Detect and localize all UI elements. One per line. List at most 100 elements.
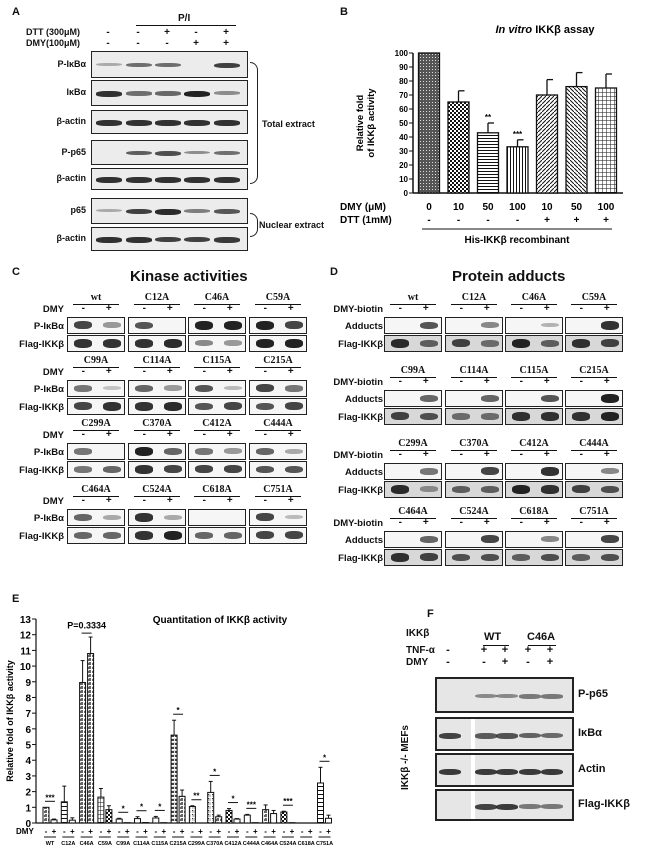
dmy-sign: + [271, 827, 276, 836]
western-blot [188, 509, 246, 526]
dtt-sign: + [603, 215, 609, 226]
western-blot [445, 390, 503, 407]
protein-band [511, 412, 531, 421]
dmy-sign: - [264, 827, 267, 836]
protein-band [480, 322, 500, 329]
western-blot [91, 168, 248, 190]
mutant-underline [451, 304, 497, 305]
dmy-sign: - [228, 827, 231, 836]
chart-bar [594, 87, 618, 194]
blot-row-label: Flag-IKKβ [338, 485, 383, 496]
y-tick-label: 60 [399, 105, 408, 114]
mutant-label: C618A [202, 484, 232, 495]
y-axis-label: Relative fold of IKKβ activity [5, 660, 15, 782]
treatment-sign: - [142, 366, 146, 377]
western-blot [445, 549, 503, 566]
treatment-sign: + [226, 429, 233, 440]
mutant-label: C464A [398, 506, 428, 517]
protein-band [102, 339, 122, 348]
chart-bar [207, 791, 215, 824]
significance-marker: * [122, 804, 126, 813]
blot-row-label: Flag-IKKβ [338, 412, 383, 423]
blot-row-label: Actin [578, 763, 606, 775]
protein-band [102, 531, 122, 539]
western-blot [249, 443, 307, 460]
protein-band [284, 385, 304, 392]
blot-row-label: P-IκBα [57, 58, 86, 69]
mutant-label: C115A [519, 365, 549, 376]
western-blot [505, 531, 563, 548]
blot-row-label: P-IκBα [33, 321, 64, 332]
protein-band [600, 485, 620, 494]
treatment-sign: + [166, 366, 173, 377]
dmy-label-f: DMY [406, 657, 429, 668]
mutant-underline [511, 377, 557, 378]
treatment-label: DMY [42, 367, 64, 378]
y-tick-label: 0 [404, 189, 409, 198]
western-blot [505, 463, 563, 480]
protein-band [540, 553, 560, 562]
y-tick-label: 70 [399, 91, 408, 100]
c46a-underline [528, 645, 556, 646]
dmy-sign: + [143, 827, 148, 836]
protein-band [73, 448, 93, 455]
protein-band [126, 150, 152, 156]
chart-bar [188, 806, 196, 824]
mutant-underline [134, 304, 180, 305]
significance-marker: * [158, 802, 162, 811]
dmy-axis-label: DMY [16, 827, 34, 836]
protein-band [73, 402, 93, 411]
dmy-dose-label: 50 [482, 202, 494, 213]
significance-marker: * [231, 795, 235, 804]
blot-row-label: P-p65 [578, 688, 608, 700]
dmy-sign: + [180, 827, 185, 836]
protein-band [451, 553, 471, 562]
dmy-sign: + [161, 827, 166, 836]
y-tick-label: 100 [395, 49, 409, 58]
protein-band [390, 553, 410, 562]
condition-sign: - [106, 27, 110, 38]
western-blot [67, 527, 125, 544]
protein-band [480, 553, 500, 562]
western-blot [505, 408, 563, 425]
protein-band [519, 804, 541, 809]
protein-band [194, 321, 214, 330]
protein-band [496, 769, 518, 776]
protein-band [163, 465, 183, 474]
chart-bar [68, 819, 76, 824]
mutant-label: C524A [142, 484, 172, 495]
protein-band [223, 321, 243, 330]
dmy-dose-label: 10 [453, 202, 465, 213]
mutant-underline [451, 518, 497, 519]
western-blot [565, 463, 623, 480]
mutant-label: C12A [144, 292, 170, 303]
treatment-sign: - [81, 303, 85, 314]
condition-sign: + [223, 38, 229, 49]
protein-band [194, 402, 214, 411]
chart-bar [134, 818, 141, 824]
treatment-sign: + [287, 429, 294, 440]
blot-row-label: Flag-IKKβ [578, 798, 630, 810]
protein-band [541, 733, 563, 739]
dtt-axis-label: DTT (1mM) [340, 215, 392, 226]
mutant-underline [571, 518, 617, 519]
mutant-label: C215A [579, 365, 609, 376]
treatment-sign: + [483, 517, 490, 528]
protein-band [184, 177, 210, 183]
western-blot [384, 531, 442, 548]
western-blot [384, 463, 442, 480]
dmy-sign: - [154, 827, 157, 836]
western-blot [565, 390, 623, 407]
western-blot [249, 509, 307, 526]
western-blot [128, 527, 186, 544]
recombinant-label: His-IKKβ recombinant [464, 235, 570, 246]
protein-band [134, 321, 154, 330]
treatment-sign: - [579, 376, 583, 387]
dmy-sign: + [107, 827, 112, 836]
chart-bar [225, 809, 233, 824]
mutant-label: C370A [142, 418, 172, 429]
protein-band [184, 237, 210, 243]
mutant-label: C114A [459, 365, 489, 376]
protein-band [126, 237, 152, 243]
condition-sign: + [501, 644, 509, 656]
